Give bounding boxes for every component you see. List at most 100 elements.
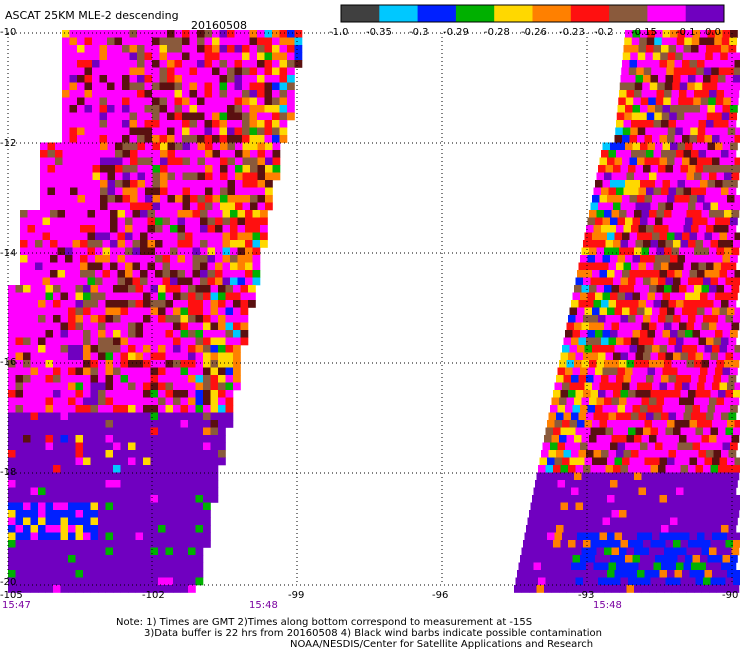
swath-pixel <box>203 427 211 436</box>
swath-pixel <box>173 547 181 556</box>
swath-pixel <box>631 412 639 421</box>
swath-pixel <box>646 337 654 346</box>
swath-pixel <box>8 405 16 413</box>
swath-pixel <box>77 45 85 53</box>
swath-pixel <box>222 277 231 286</box>
swath-pixel <box>83 495 91 503</box>
swath-pixel <box>212 157 221 166</box>
swath-pixel <box>649 285 657 293</box>
swath-pixel <box>105 352 114 361</box>
swath-pixel <box>75 337 84 346</box>
swath-pixel <box>107 30 115 38</box>
swath-pixel <box>53 585 61 593</box>
swath-pixel <box>719 307 728 316</box>
swath-pixel <box>596 360 605 368</box>
swath-pixel <box>137 150 146 158</box>
swath-pixel <box>250 142 258 151</box>
swath-pixel <box>234 105 243 113</box>
swath-pixel <box>129 30 138 38</box>
map-date: 20160508 <box>191 19 247 32</box>
swath-pixel <box>167 120 175 128</box>
swath-pixel <box>653 525 662 533</box>
swath-pixel <box>102 240 111 248</box>
swath-pixel <box>545 502 554 511</box>
swath-pixel <box>212 135 220 143</box>
swath-pixel <box>653 450 662 458</box>
swath-pixel <box>264 75 273 83</box>
swath-pixel <box>53 330 61 338</box>
swath-pixel <box>53 562 61 571</box>
swath-pixel <box>250 187 258 196</box>
swath-pixel <box>617 480 626 488</box>
swath-pixel <box>215 225 223 233</box>
swath-pixel <box>105 525 114 533</box>
swath-pixel <box>87 277 96 286</box>
swath-pixel <box>694 510 702 518</box>
swath-pixel <box>625 517 633 526</box>
swath-pixel <box>628 502 636 511</box>
swath-pixel <box>38 427 46 436</box>
swath-pixel <box>658 502 666 511</box>
swath-pixel <box>120 420 129 428</box>
swath-pixel <box>107 195 116 203</box>
swath-pixel <box>709 82 718 91</box>
swath-pixel <box>180 532 189 541</box>
swath-pixel <box>676 525 684 533</box>
swath-pixel <box>45 540 54 548</box>
swath-pixel <box>686 360 695 368</box>
swath-pixel <box>92 82 100 91</box>
swath-pixel <box>135 337 144 346</box>
swath-pixel <box>38 405 46 413</box>
swath-pixel <box>734 60 740 68</box>
swath-pixel <box>659 157 668 166</box>
swath-pixel <box>703 540 711 548</box>
swath-pixel <box>84 67 93 76</box>
swath-pixel <box>222 247 231 256</box>
swath-pixel <box>272 45 280 53</box>
swath-pixel <box>143 337 151 346</box>
swath-pixel <box>105 360 114 368</box>
swath-pixel <box>30 300 39 308</box>
swath-pixel <box>539 457 548 466</box>
swath-pixel <box>182 142 191 151</box>
swath-pixel <box>647 142 656 151</box>
swath-pixel <box>90 435 99 443</box>
swath-pixel <box>665 502 674 511</box>
swath-pixel <box>38 532 46 541</box>
swath-pixel <box>590 577 599 586</box>
swath-pixel <box>105 495 114 503</box>
swath-pixel <box>120 397 129 406</box>
swath-pixel <box>15 435 24 443</box>
swath-pixel <box>115 202 123 211</box>
swath-pixel <box>643 390 651 398</box>
swath-pixel <box>114 97 123 106</box>
swath-pixel <box>135 532 144 541</box>
swath-pixel <box>203 352 211 361</box>
swath-pixel <box>195 555 204 563</box>
swath-pixel <box>135 427 144 436</box>
swath-pixel <box>551 397 560 406</box>
swath-pixel <box>15 577 24 586</box>
swath-pixel <box>725 277 734 286</box>
swath-pixel <box>252 270 261 278</box>
swath-pixel <box>122 142 131 151</box>
swath-pixel <box>649 90 657 98</box>
swath-pixel <box>8 450 16 458</box>
swath-pixel <box>84 90 93 98</box>
swath-pixel <box>706 337 714 346</box>
swath-pixel <box>80 247 88 256</box>
swath-pixel <box>62 112 70 121</box>
swath-pixel <box>150 487 159 496</box>
swath-pixel <box>673 577 681 586</box>
swath-pixel <box>162 232 171 241</box>
swath-pixel <box>210 420 219 428</box>
swath-pixel <box>607 495 615 503</box>
swath-pixel <box>240 337 249 346</box>
swath-pixel <box>15 352 24 361</box>
swath-pixel <box>677 142 686 151</box>
swath-pixel <box>188 457 196 466</box>
swath-pixel <box>210 300 219 308</box>
swath-pixel <box>197 112 205 121</box>
swath-pixel <box>114 52 123 61</box>
swath-pixel <box>712 135 720 143</box>
